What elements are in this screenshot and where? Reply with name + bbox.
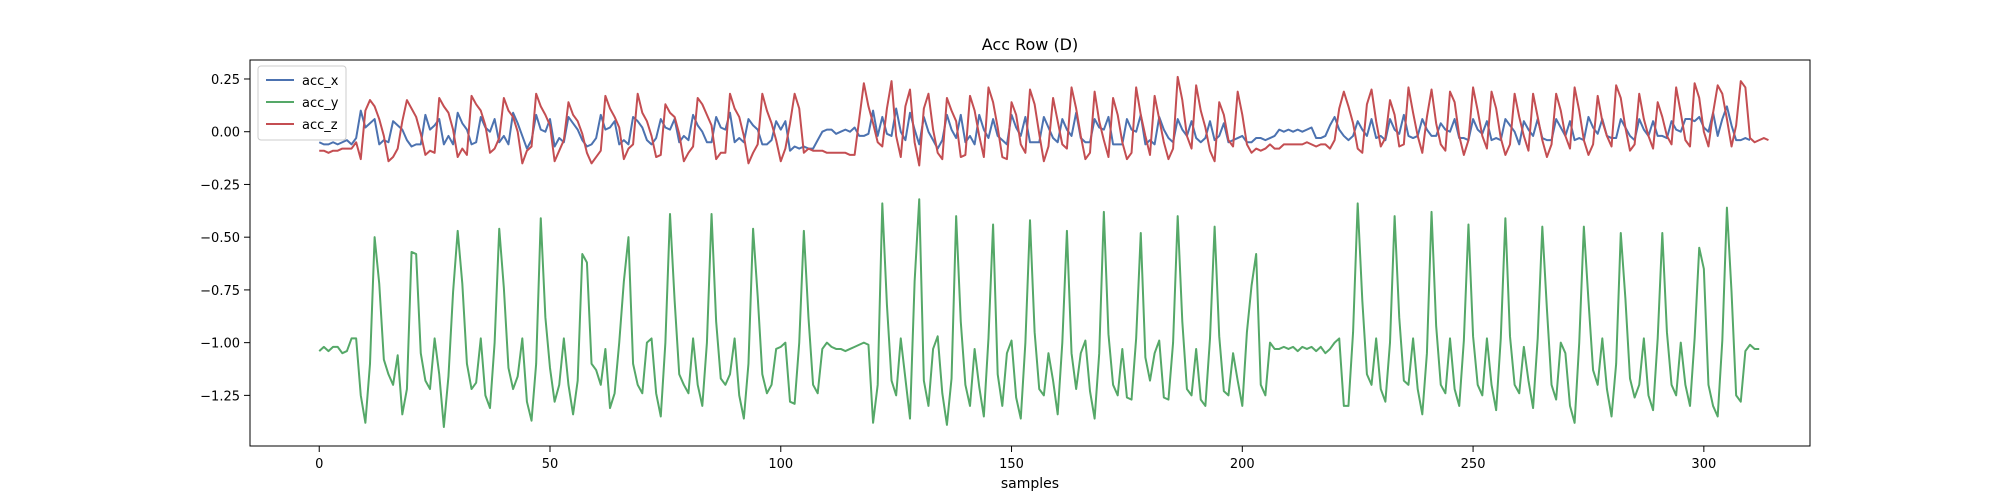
- y-tick-label: −0.25: [200, 178, 240, 193]
- series-line-acc-z: [319, 75, 1769, 167]
- y-tick-label: 0.25: [211, 73, 240, 88]
- legend: acc_x acc_y acc_z: [257, 65, 347, 141]
- y-tick-label: −0.75: [200, 284, 240, 299]
- x-tick-label: 250: [1461, 457, 1486, 472]
- legend-label-acc-x: acc_x: [302, 74, 339, 89]
- y-tick-label: −1.00: [200, 337, 240, 352]
- y-tick-label: −1.25: [200, 389, 240, 404]
- plot-frame: [249, 59, 1811, 447]
- series-line-acc-y: [318, 198, 1760, 429]
- chart-title: Acc Row (D): [982, 35, 1079, 54]
- x-tick-label: 300: [1691, 457, 1716, 472]
- plot-area: 0 50 100 150 200 250 300 0.25 0.00 −0.25 −0.50 −0.7…: [200, 59, 1811, 472]
- x-tick-label: 0: [315, 457, 323, 472]
- legend-label-acc-z: acc_z: [302, 118, 338, 133]
- x-tick-label: 50: [542, 457, 559, 472]
- legend-box: [257, 65, 347, 141]
- x-tick-label: 150: [999, 457, 1024, 472]
- y-tick-label: −0.50: [200, 231, 240, 246]
- x-tick-label: 100: [768, 457, 793, 472]
- legend-label-acc-y: acc_y: [302, 96, 339, 111]
- y-tick-label: 0.00: [211, 126, 240, 141]
- x-tick-label: 200: [1230, 457, 1255, 472]
- x-axis-label: samples: [1001, 476, 1059, 492]
